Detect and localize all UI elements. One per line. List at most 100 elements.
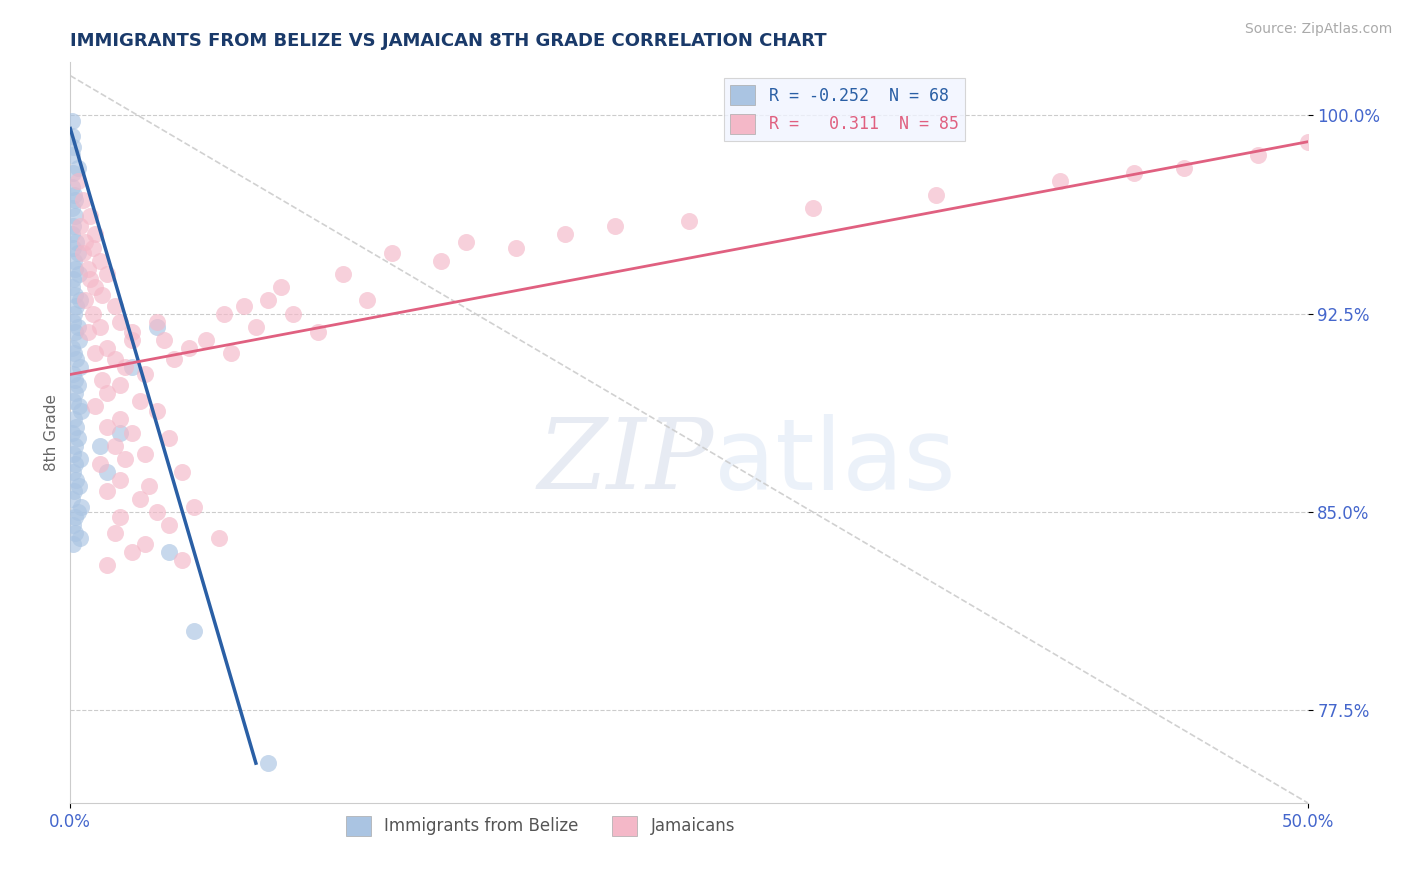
Point [146,319,169,334]
Point [134,368,156,382]
Point [183,500,205,514]
Point [146,314,169,328]
Point [72,193,94,207]
Point [332,267,354,281]
Y-axis label: 8th Grade: 8th Grade [44,394,59,471]
Point [89,458,111,472]
Point [177,341,200,355]
Point [84,280,107,294]
Point [63,187,86,202]
Point [1296,135,1319,149]
Point [65,193,87,207]
Point [66,245,89,260]
Point [60,148,83,162]
Point [63,483,86,498]
Point [63,386,86,401]
Point [134,536,156,550]
Point [63,288,86,302]
Point [65,373,87,387]
Point [163,351,186,366]
Point [65,473,87,487]
Point [121,359,143,374]
Point [114,452,136,467]
Point [104,351,127,366]
Point [456,235,478,250]
Point [62,518,84,533]
Point [96,558,118,572]
Point [66,319,89,334]
Text: atlas: atlas [714,414,955,511]
Point [62,447,84,461]
Point [62,272,84,286]
Point [67,333,90,347]
Point [104,299,127,313]
Point [69,219,91,234]
Point [63,346,86,360]
Legend: Immigrants from Belize, Jamaicans: Immigrants from Belize, Jamaicans [339,809,741,843]
Point [65,439,87,453]
Point [69,532,91,546]
Point [801,201,824,215]
Point [72,245,94,260]
Point [62,368,84,382]
Point [62,167,84,181]
Point [62,219,84,234]
Point [108,378,131,392]
Point [62,314,84,328]
Point [678,214,700,228]
Point [96,483,118,498]
Point [89,253,111,268]
Point [67,267,90,281]
Point [146,505,169,519]
Point [63,209,86,223]
Point [62,465,84,479]
Point [89,319,111,334]
Point [63,526,86,541]
Point [281,307,304,321]
Point [1123,167,1146,181]
Point [257,756,280,771]
Point [84,227,107,242]
Point [66,378,89,392]
Point [70,404,93,418]
Point [65,325,87,339]
Point [356,293,378,308]
Point [1247,148,1270,162]
Point [104,439,127,453]
Point [91,288,114,302]
Point [65,299,87,313]
Point [96,386,118,401]
Point [430,253,453,268]
Point [138,478,160,492]
Point [69,293,91,308]
Point [62,140,84,154]
Point [84,399,107,413]
Point [65,420,87,434]
Point [67,399,90,413]
Point [69,359,91,374]
Point [270,280,292,294]
Point [121,544,143,558]
Text: IMMIGRANTS FROM BELIZE VS JAMAICAN 8TH GRADE CORRELATION CHART: IMMIGRANTS FROM BELIZE VS JAMAICAN 8TH G… [70,32,827,50]
Point [134,447,156,461]
Point [121,333,143,347]
Point [121,425,143,440]
Point [62,536,84,550]
Point [63,253,86,268]
Point [1049,174,1071,188]
Point [65,261,87,276]
Point [212,307,235,321]
Point [62,393,84,408]
Point [195,333,218,347]
Point [153,333,176,347]
Point [170,465,193,479]
Point [60,280,83,294]
Point [66,174,89,188]
Point [79,272,101,286]
Point [65,351,87,366]
Point [146,404,169,418]
Point [108,314,131,328]
Point [603,219,626,234]
Point [91,373,114,387]
Point [82,241,104,255]
